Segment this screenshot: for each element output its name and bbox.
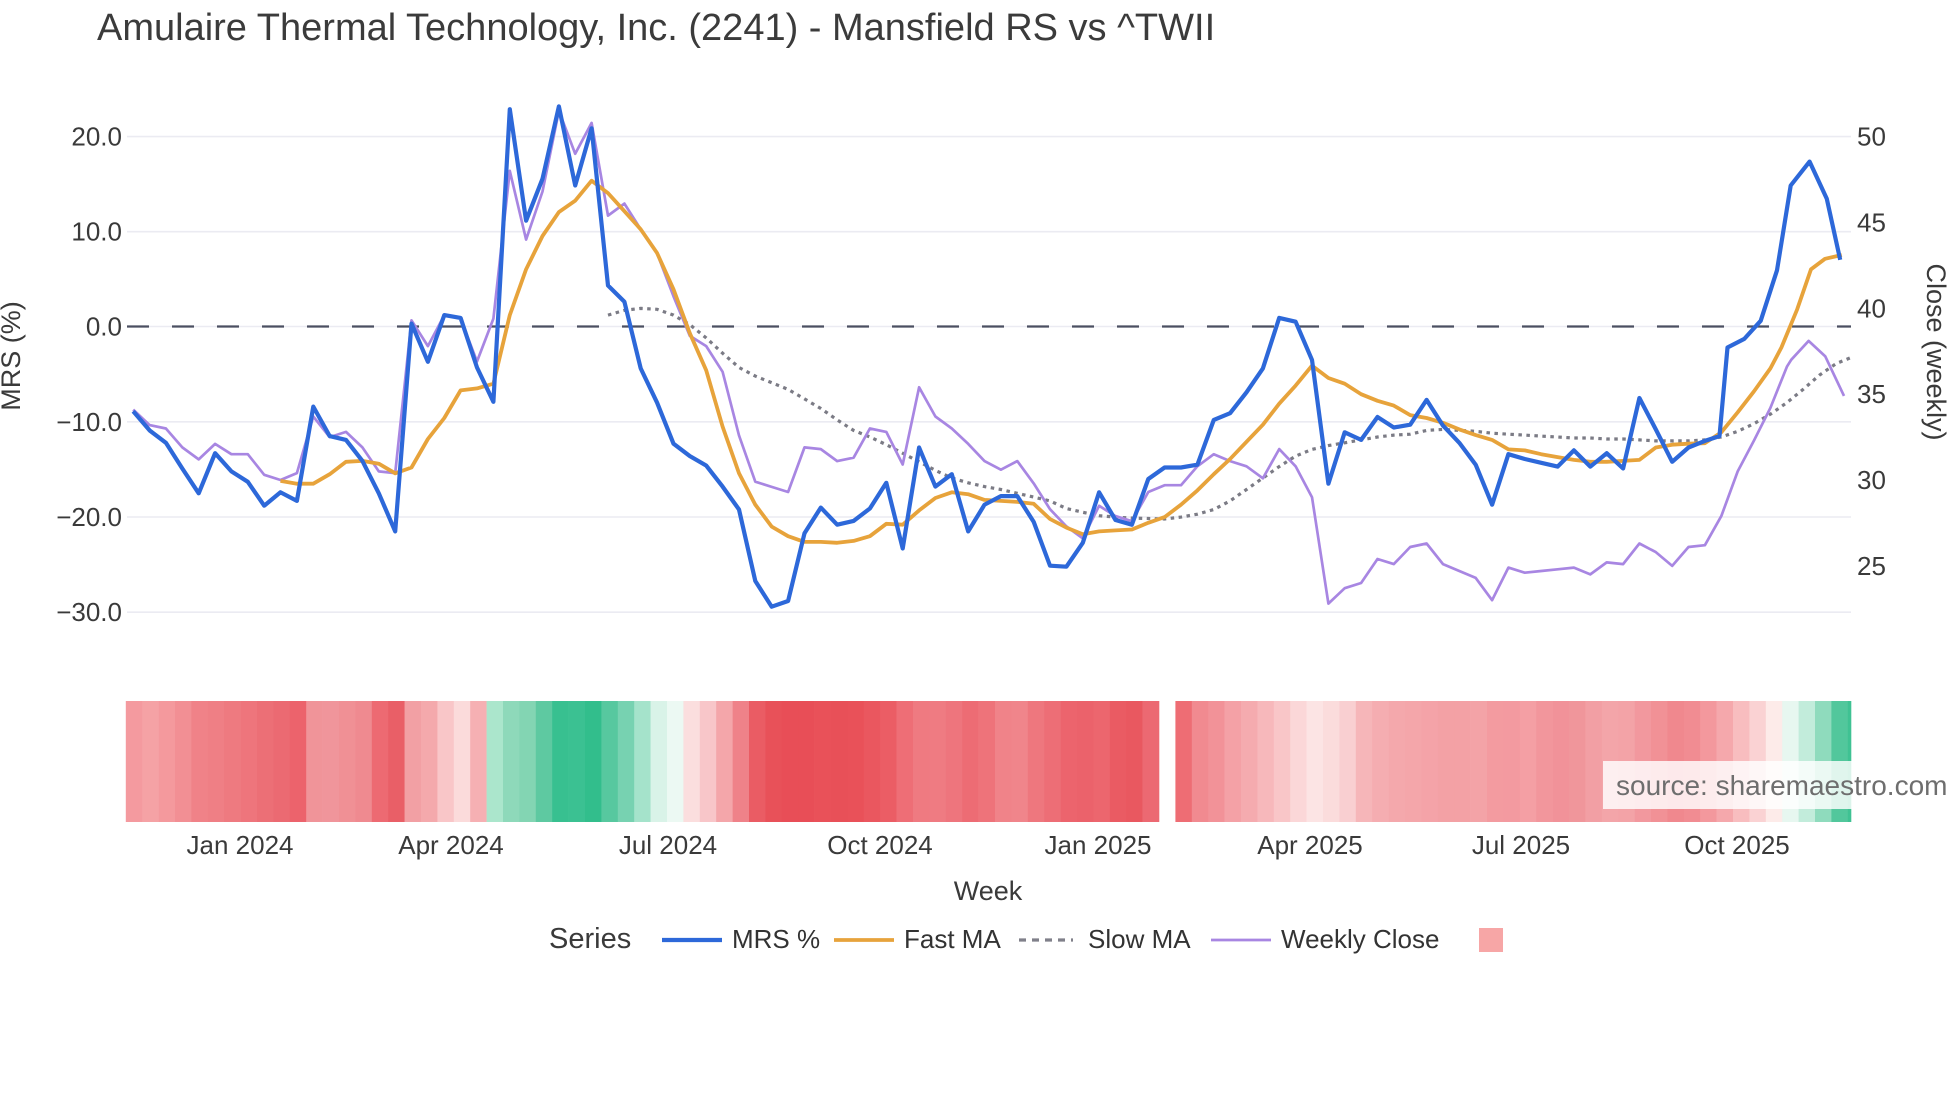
- svg-text:10.0: 10.0: [71, 217, 122, 247]
- svg-text:Close (weekly): Close (weekly): [1921, 263, 1951, 440]
- svg-text:45: 45: [1857, 207, 1886, 237]
- svg-text:Jul 2025: Jul 2025: [1472, 830, 1570, 860]
- svg-text:0.0: 0.0: [86, 312, 122, 342]
- svg-text:25: 25: [1857, 551, 1886, 581]
- svg-text:Series: Series: [549, 923, 631, 955]
- svg-text:20.0: 20.0: [71, 122, 122, 152]
- svg-text:30: 30: [1857, 465, 1886, 495]
- svg-text:−20.0: −20.0: [56, 502, 122, 532]
- svg-text:Jan 2024: Jan 2024: [187, 830, 294, 860]
- svg-text:Weekly Close: Weekly Close: [1281, 924, 1439, 954]
- svg-text:Week: Week: [954, 876, 1023, 906]
- svg-text:Fast MA: Fast MA: [904, 924, 1001, 954]
- svg-text:−10.0: −10.0: [56, 407, 122, 437]
- svg-text:Jul 2024: Jul 2024: [619, 830, 717, 860]
- svg-text:MRS (%): MRS (%): [0, 301, 26, 411]
- svg-text:40: 40: [1857, 293, 1886, 323]
- svg-text:35: 35: [1857, 379, 1886, 409]
- svg-text:50: 50: [1857, 122, 1886, 152]
- svg-text:MRS %: MRS %: [732, 924, 820, 954]
- svg-text:Slow MA: Slow MA: [1088, 924, 1191, 954]
- svg-text:Oct 2024: Oct 2024: [827, 830, 933, 860]
- svg-text:Amulaire Thermal Technology, I: Amulaire Thermal Technology, Inc. (2241)…: [97, 7, 1215, 49]
- svg-text:Oct 2025: Oct 2025: [1684, 830, 1790, 860]
- svg-text:source: sharemaestro.com: source: sharemaestro.com: [1616, 770, 1947, 801]
- svg-text:−30.0: −30.0: [56, 597, 122, 627]
- svg-text:Apr 2024: Apr 2024: [398, 830, 504, 860]
- svg-text:Jan 2025: Jan 2025: [1045, 830, 1152, 860]
- svg-text:Apr 2025: Apr 2025: [1257, 830, 1363, 860]
